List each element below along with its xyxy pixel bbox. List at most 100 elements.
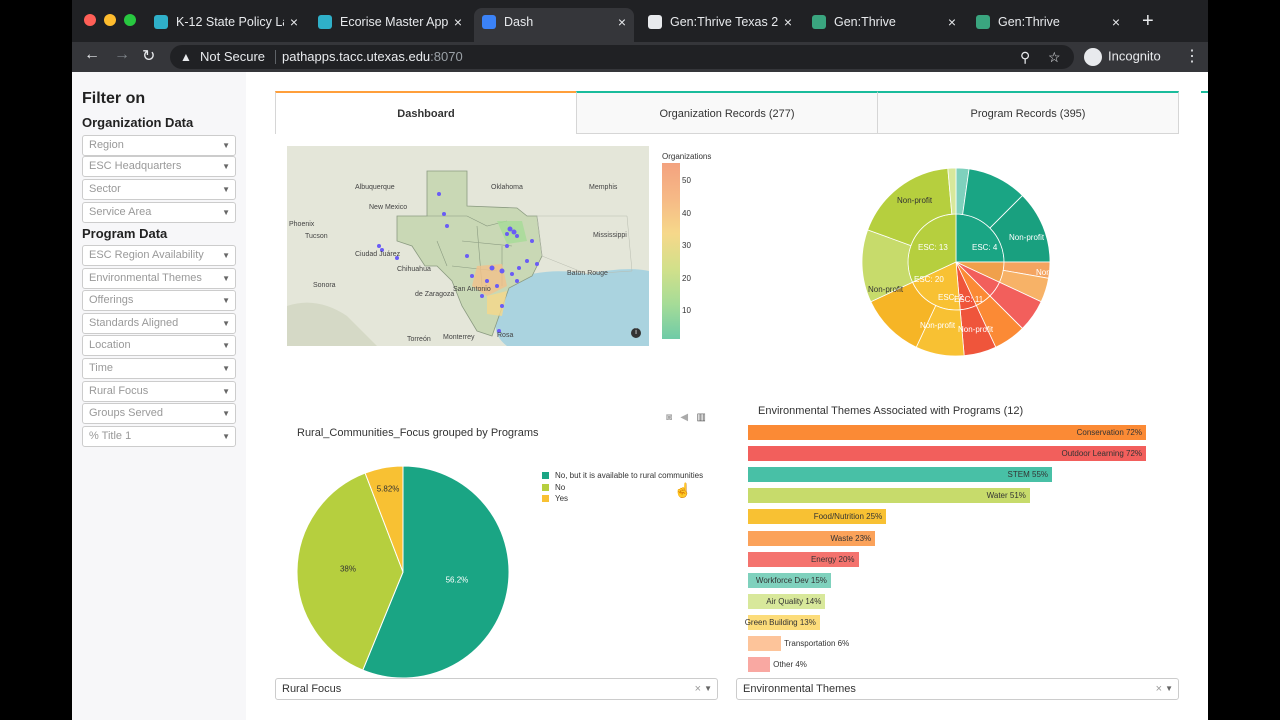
genthrive-favicon-icon [976, 15, 990, 29]
filter-placeholder: Offerings [89, 294, 134, 307]
filter-dropdown[interactable]: Groups Served ▼ [82, 403, 236, 425]
bar[interactable]: STEM 55% [748, 467, 1053, 483]
chevron-down-icon[interactable]: ▼ [222, 409, 230, 419]
browser-tab[interactable]: Gen:Thrive × [968, 8, 1128, 42]
close-tab-icon[interactable]: × [289, 14, 298, 30]
minimize-window-button[interactable] [104, 14, 116, 26]
tab-program-records[interactable]: Program Records (395) [877, 91, 1179, 134]
close-tab-icon[interactable]: × [1111, 14, 1120, 30]
bar[interactable]: Workforce Dev 15% [748, 572, 831, 588]
legend-item[interactable]: Yes [542, 493, 703, 505]
browser-tab[interactable]: Ecorise Master Appli × [310, 8, 470, 42]
chevron-down-icon[interactable]: ▼ [222, 208, 230, 217]
reload-button[interactable]: ↻ [142, 48, 156, 65]
map-place-label: Ciudad Juárez [355, 251, 401, 258]
filter-dropdown[interactable]: Service Area ▼ [82, 202, 236, 223]
map-info-icon[interactable]: i [631, 328, 641, 338]
environmental-themes-bar-chart[interactable]: Conservation 72% Outdoor Learning 72% STEM… [745, 425, 1148, 680]
maximize-window-button[interactable] [124, 14, 136, 26]
camera-icon[interactable]: ◙ [666, 412, 673, 423]
autoscale-icon[interactable]: ◀ [680, 412, 689, 423]
close-window-button[interactable] [84, 14, 96, 26]
bar[interactable]: Food/Nutrition 25% [748, 509, 887, 525]
bookmark-star-icon[interactable]: ☆ [1048, 49, 1061, 65]
close-tab-icon[interactable]: × [947, 14, 956, 30]
chevron-down-icon[interactable]: ▼ [222, 251, 230, 260]
bar[interactable]: Air Quality 14% [748, 593, 826, 609]
chevron-down-icon[interactable]: ▼ [222, 318, 230, 328]
bar-dropdown-clear-icon[interactable]: × [1155, 683, 1162, 695]
filter-dropdown[interactable]: Standards Aligned ▼ [82, 312, 236, 334]
bar[interactable]: Green Building 13% [745, 614, 820, 630]
pie-slice[interactable] [362, 465, 510, 679]
forward-button[interactable]: → [114, 46, 130, 63]
tab-title: Gen:Thrive [834, 15, 896, 29]
pie-slice[interactable] [364, 465, 404, 573]
filter-placeholder: Groups Served [89, 407, 163, 420]
filter-dropdown[interactable]: ESC Headquarters ▼ [82, 156, 236, 177]
bar-label: Water 51% [986, 491, 1026, 501]
filter-dropdown[interactable]: Region ▼ [82, 135, 236, 156]
filter-dropdown[interactable]: Offerings ▼ [82, 290, 236, 312]
filter-dropdown[interactable]: Time ▼ [82, 358, 236, 379]
legend-item[interactable]: No, but it is available to rural communi… [542, 470, 703, 482]
chevron-down-icon[interactable]: ▼ [1165, 684, 1173, 693]
chevron-down-icon[interactable]: ▼ [704, 684, 712, 693]
browser-tab[interactable]: Dash × [474, 8, 634, 42]
bar[interactable]: Waste 23% [748, 530, 876, 546]
pie-category-dropdown[interactable]: Rural Focus × ▼ [275, 678, 718, 700]
close-tab-icon[interactable]: × [453, 14, 462, 30]
bar-category-dropdown[interactable]: Environmental Themes × ▼ [736, 678, 1179, 700]
program-section-title: Program Data [82, 226, 168, 241]
map-terrain [287, 302, 377, 346]
chevron-down-icon[interactable]: ▼ [222, 341, 230, 351]
filter-dropdown[interactable]: ESC Region Availability ▼ [82, 245, 236, 266]
browser-tab[interactable]: Gen:Thrive × [804, 8, 964, 42]
chevron-down-icon[interactable]: ▼ [222, 296, 230, 306]
chevron-down-icon[interactable]: ▼ [222, 185, 230, 194]
colorbar-tick-label: 20 [682, 273, 691, 283]
bar[interactable]: Outdoor Learning 72% [748, 446, 1146, 462]
chevron-down-icon[interactable]: ▼ [222, 141, 230, 150]
bar[interactable]: Transportation 6% [748, 636, 849, 651]
close-tab-icon[interactable]: × [783, 14, 792, 30]
texas-choropleth-map[interactable]: Albuquerque Oklahoma Memphis Phoenix New Mex… [287, 146, 649, 346]
back-button[interactable]: ← [84, 46, 100, 63]
bar[interactable]: Water 51% [748, 488, 1030, 504]
esc-sector-sunburst-chart[interactable]: ESC: 13 ESC: 4 ESC: 20 ESC: 2 ESC: 11 Non-pro… [826, 132, 1086, 392]
filter-dropdown[interactable]: Environmental Themes ▼ [82, 267, 236, 289]
chevron-down-icon[interactable]: ▼ [222, 273, 230, 283]
profile-button[interactable]: Incognito [1084, 48, 1161, 66]
filter-dropdown[interactable]: Sector ▼ [82, 179, 236, 200]
bar[interactable]: Energy 20% [748, 551, 859, 567]
dash-favicon-icon [482, 15, 496, 29]
browser-tab[interactable]: Gen:Thrive Texas 20 × [640, 8, 800, 42]
rural-focus-pie-chart[interactable]: 56.2% 38% 5.82% [296, 465, 510, 679]
tab-dashboard[interactable]: Dashboard [275, 91, 577, 134]
close-tab-icon[interactable]: × [617, 14, 626, 30]
chevron-down-icon[interactable]: ▼ [222, 386, 230, 396]
warning-icon: ▲ [180, 50, 192, 64]
sunburst-label: ESC: 4 [972, 243, 998, 252]
legend-item[interactable]: No [542, 482, 703, 494]
map-place-label: New Mexico [369, 204, 408, 211]
browser-tab[interactable]: K-12 State Policy La × [146, 8, 306, 42]
tab-organization-records[interactable]: Organization Records (277) [576, 91, 878, 134]
plotly-logo-icon[interactable]: ▥ [696, 412, 706, 423]
bar[interactable]: Other 4% [748, 657, 807, 673]
zoom-icon[interactable]: ⚲ [1020, 49, 1031, 65]
browser-menu-icon[interactable]: ⋮ [1184, 48, 1200, 65]
chevron-down-icon[interactable]: ▼ [222, 431, 230, 441]
filter-placeholder: Time [89, 362, 114, 374]
bar[interactable]: Conservation 72% [748, 425, 1146, 440]
chevron-down-icon[interactable]: ▼ [222, 364, 230, 373]
new-tab-button[interactable]: + [1142, 10, 1154, 32]
pie-slice[interactable] [296, 472, 404, 671]
filter-dropdown[interactable]: Location ▼ [82, 335, 236, 357]
filter-dropdown[interactable]: % Title 1 ▼ [82, 425, 236, 447]
filter-dropdown[interactable]: Rural Focus ▼ [82, 380, 236, 402]
address-bar[interactable]: ▲ Not Secure pathapps.tacc.utexas.edu:80… [170, 45, 1074, 69]
pie-dropdown-clear-icon[interactable]: × [694, 683, 701, 695]
chevron-down-icon[interactable]: ▼ [222, 162, 230, 171]
sunburst-outer-slice[interactable] [947, 167, 957, 215]
